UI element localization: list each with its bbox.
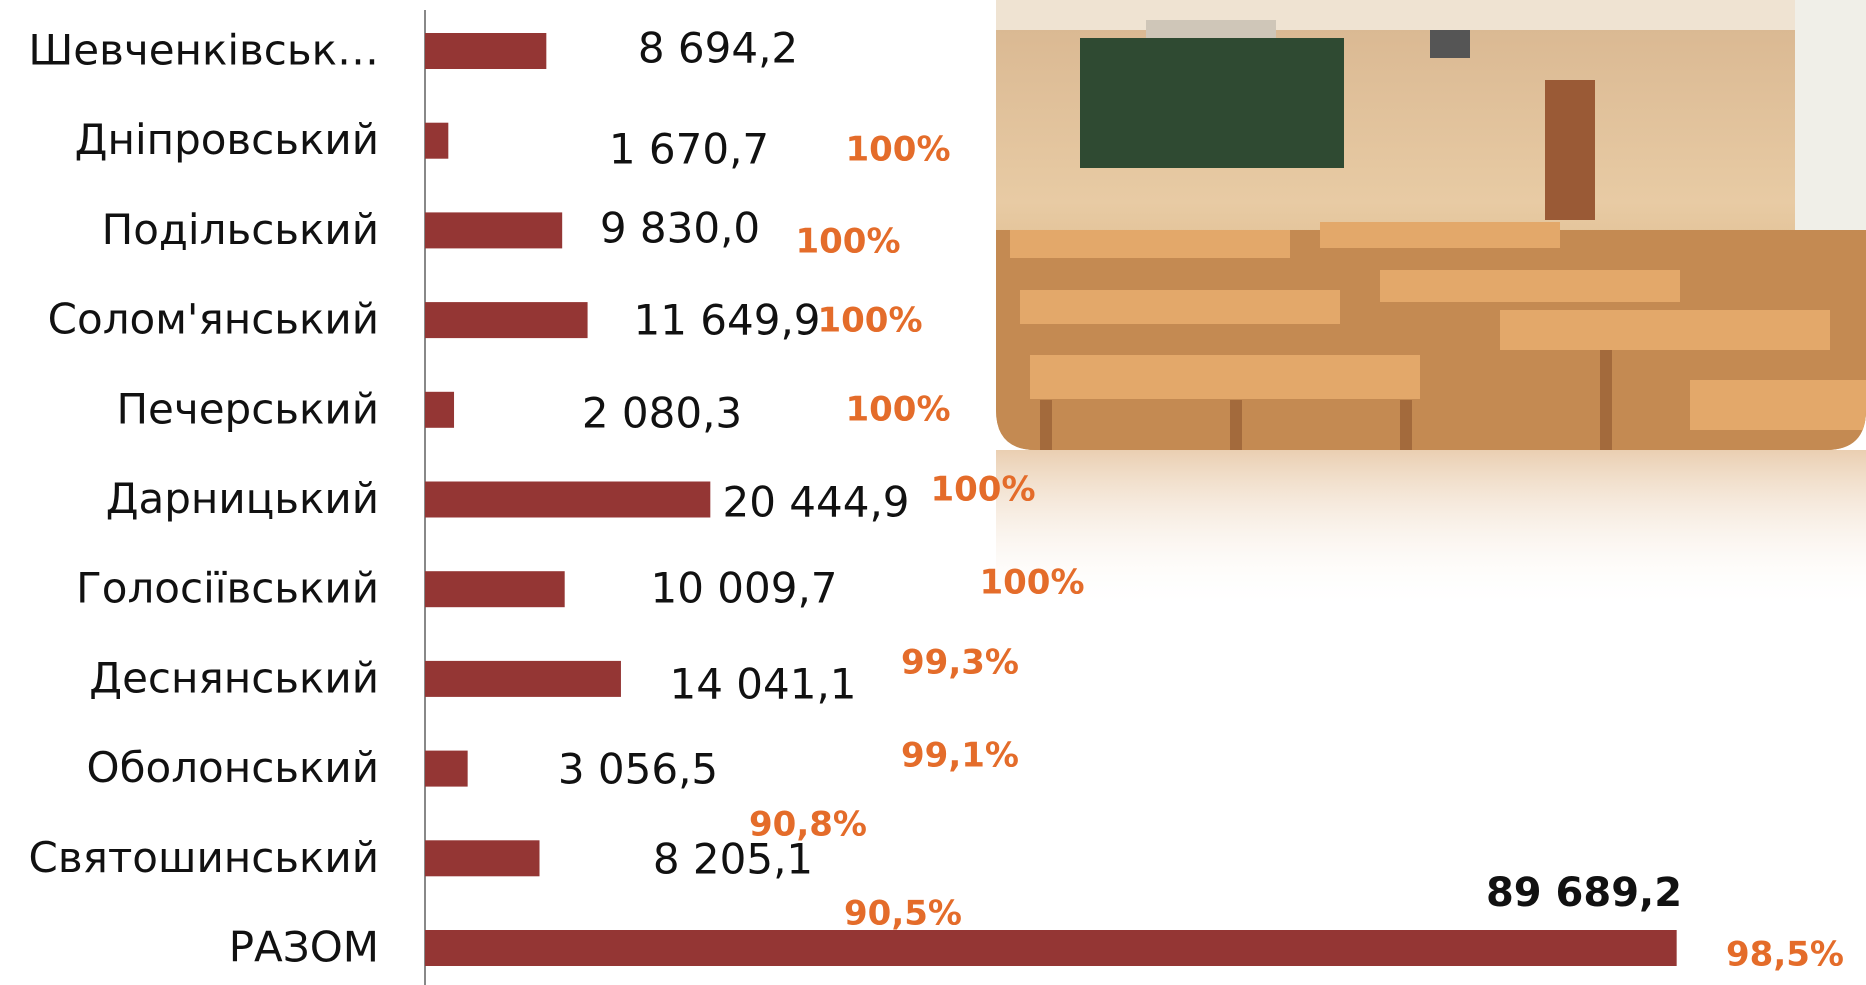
annotation: 100% (930, 470, 1035, 510)
category-label: Дарницький (106, 474, 379, 523)
bar (425, 750, 468, 787)
value-label: 10 009,7 (650, 564, 837, 613)
bar (425, 840, 540, 877)
value-label: 8 205,1 (653, 835, 813, 884)
category-label: РАЗОМ (229, 923, 379, 972)
category-label: Голосіївський (76, 564, 379, 613)
bar (425, 481, 711, 518)
value-label: 20 444,9 (722, 478, 909, 527)
bar (425, 571, 565, 608)
annotation: 100% (845, 390, 950, 430)
value-label: 2 080,3 (582, 389, 742, 438)
bar (425, 930, 1677, 966)
bar (425, 33, 547, 69)
value-label: 1 670,7 (609, 125, 769, 174)
annotation: 100% (795, 222, 900, 262)
category-label: Подільський (102, 205, 379, 254)
value-label: 11 649,9 (633, 296, 820, 345)
annotation: 100% (817, 301, 922, 341)
category-label: Дніпровський (75, 115, 379, 164)
annotation: 100% (979, 563, 1084, 603)
annotation: 99,3% (901, 643, 1019, 683)
value-label: 9 830,0 (600, 204, 760, 253)
photo-reflection (996, 450, 1866, 610)
category-label: Шевченківськ… (28, 26, 379, 75)
bar (425, 302, 588, 339)
annotation: 100% (845, 130, 950, 170)
value-label: 3 056,5 (558, 745, 718, 794)
annotation: 90,8% (749, 805, 867, 845)
annotation: 98,5% (1726, 935, 1844, 975)
category-label: Деснянський (89, 653, 379, 702)
annotation: 90,5% (844, 894, 962, 934)
bar (425, 122, 449, 159)
annotation: 99,1% (901, 736, 1019, 776)
bar (425, 212, 563, 249)
value-label: 8 694,2 (638, 24, 798, 73)
category-label: Солом'янський (48, 295, 379, 344)
value-label: 89 689,2 (1486, 870, 1682, 916)
photo (996, 0, 1866, 450)
bar (425, 391, 455, 428)
category-label: Оболонський (87, 743, 379, 792)
category-label: Святошинський (29, 833, 380, 882)
category-label: Печерський (116, 384, 379, 433)
value-label: 14 041,1 (669, 660, 856, 709)
bar (425, 660, 621, 697)
